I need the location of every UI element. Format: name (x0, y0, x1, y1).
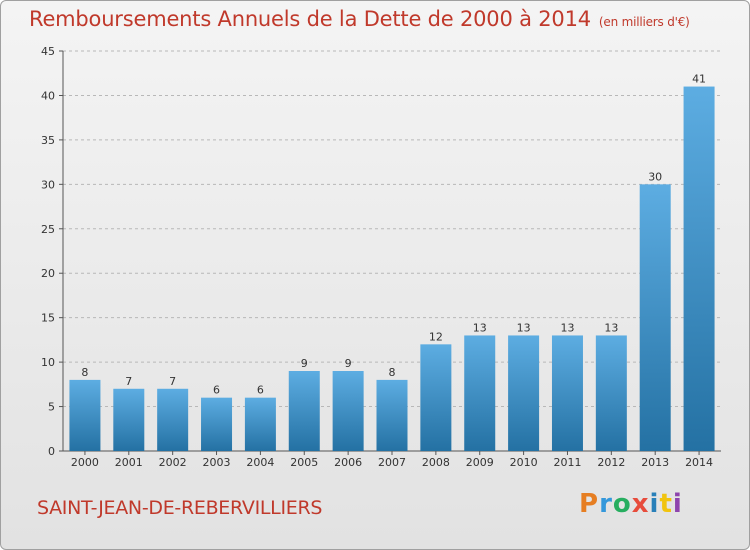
bar-value-label: 8 (389, 366, 396, 379)
x-tick-label: 2011 (553, 456, 581, 469)
bar-value-label: 9 (301, 357, 308, 370)
bar-value-label: 6 (257, 384, 264, 397)
x-tick-label: 2006 (334, 456, 362, 469)
x-tick-label: 2010 (510, 456, 538, 469)
logo-letter: P (579, 489, 600, 519)
logo-letter: o (612, 489, 632, 519)
x-tick-label: 2000 (71, 456, 99, 469)
y-tick-label: 5 (48, 401, 55, 414)
bar-2012 (595, 335, 627, 451)
bar-2011 (551, 335, 583, 451)
x-tick-label: 2002 (159, 456, 187, 469)
bar-value-label: 30 (648, 170, 662, 183)
bar-value-label: 7 (125, 375, 132, 388)
bar-2014 (683, 86, 715, 452)
y-tick-label: 10 (41, 356, 55, 369)
logo-letter: x (631, 489, 650, 519)
logo-letter: i (672, 489, 683, 519)
bar-value-label: 7 (169, 375, 176, 388)
y-tick-label: 30 (41, 178, 55, 191)
bar-2005 (288, 371, 320, 451)
bar-value-label: 13 (473, 321, 487, 334)
chart-unit: (en milliers d'€) (598, 15, 690, 29)
x-tick-label: 2007 (378, 456, 406, 469)
x-tick-label: 2014 (685, 456, 713, 469)
chart-title: Remboursements Annuels de la Dette de 20… (29, 7, 690, 31)
bar-2006 (332, 371, 364, 451)
bar-value-label: 12 (429, 330, 443, 343)
x-tick-label: 2004 (246, 456, 274, 469)
y-tick-label: 40 (41, 89, 55, 102)
x-tick-label: 2008 (422, 456, 450, 469)
bar-2003 (201, 397, 233, 451)
x-tick-label: 2003 (203, 456, 231, 469)
bar-2001 (113, 388, 145, 451)
bar-value-label: 13 (517, 321, 531, 334)
x-tick-label: 2012 (597, 456, 625, 469)
bar-2008 (420, 344, 452, 451)
bar-2010 (508, 335, 540, 451)
y-tick-label: 35 (41, 134, 55, 147)
bar-2007 (376, 379, 408, 451)
bar-2013 (639, 184, 671, 452)
bar-value-label: 41 (692, 73, 706, 86)
commune-name: SAINT-JEAN-DE-REBERVILLIERS (37, 497, 323, 519)
bar-value-label: 13 (560, 321, 574, 334)
bar-value-label: 13 (604, 321, 618, 334)
bar-value-label: 9 (345, 357, 352, 370)
proxiti-logo[interactable]: Proxiti (579, 489, 683, 519)
bar-2000 (69, 379, 101, 451)
bar-2002 (157, 388, 189, 451)
bar-value-label: 6 (213, 384, 220, 397)
y-tick-label: 0 (48, 445, 55, 458)
bar-2004 (244, 397, 276, 451)
y-tick-label: 25 (41, 223, 55, 236)
x-tick-label: 2009 (466, 456, 494, 469)
bar-2009 (464, 335, 496, 451)
chart-title-text: Remboursements Annuels de la Dette de 20… (29, 7, 591, 31)
y-tick-label: 45 (41, 45, 55, 58)
y-tick-label: 15 (41, 312, 55, 325)
x-tick-label: 2001 (115, 456, 143, 469)
logo-letter: r (599, 489, 613, 519)
x-tick-label: 2013 (641, 456, 669, 469)
logo-letter: t (659, 489, 673, 519)
x-tick-label: 2005 (290, 456, 318, 469)
bar-value-label: 8 (81, 366, 88, 379)
y-tick-label: 20 (41, 267, 55, 280)
logo-letter: i (649, 489, 660, 519)
